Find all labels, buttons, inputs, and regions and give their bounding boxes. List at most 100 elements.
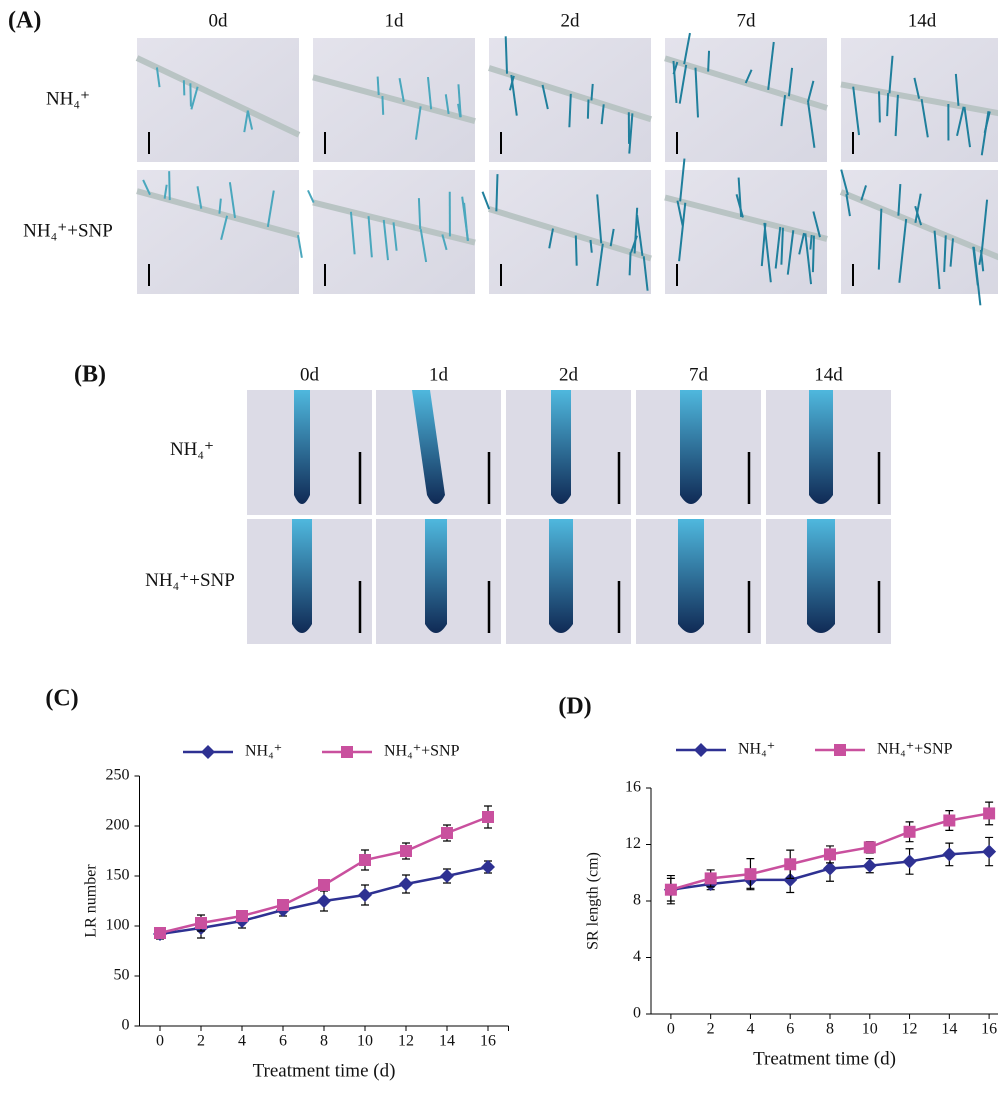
photo-bg <box>137 38 299 162</box>
root-hair <box>878 91 881 123</box>
root-tip <box>412 390 445 504</box>
photo <box>136 170 303 294</box>
marker <box>902 854 917 869</box>
root-hair <box>628 113 634 154</box>
marker <box>440 869 454 883</box>
root-hair <box>678 64 688 104</box>
y-tick-label: 200 <box>106 817 130 834</box>
panel-label: (A) <box>8 8 41 34</box>
root-hair <box>419 228 428 263</box>
root-tip <box>292 519 312 633</box>
photo <box>135 38 301 162</box>
root-hair <box>860 185 867 201</box>
photo <box>636 390 761 515</box>
series <box>154 805 494 939</box>
root-hair <box>763 222 772 283</box>
root <box>488 206 652 262</box>
root-hair <box>586 99 590 119</box>
marker <box>277 899 289 911</box>
root-hair <box>767 41 775 91</box>
root-hair <box>382 219 389 261</box>
marker <box>862 858 877 873</box>
x-tick-label: 4 <box>238 1033 246 1050</box>
marker <box>784 858 797 871</box>
root-tip <box>294 390 310 504</box>
root-hair <box>196 186 203 209</box>
root-hair <box>142 179 151 196</box>
root-hair <box>457 103 462 118</box>
root-hair <box>548 228 554 249</box>
root-hair <box>980 199 989 251</box>
marker <box>399 877 413 891</box>
photo <box>664 32 828 162</box>
y-tick-label: 150 <box>106 867 130 884</box>
x-tick-label: 0 <box>667 1021 675 1038</box>
photo <box>840 38 998 162</box>
photo <box>488 36 652 162</box>
row-label: NH₄⁺ <box>170 439 214 460</box>
marker <box>704 872 717 885</box>
root-hair <box>398 77 405 103</box>
photo-bg <box>841 170 998 294</box>
root-hair <box>642 256 649 291</box>
root-hair <box>956 106 965 137</box>
photo <box>766 519 891 644</box>
root-hair <box>811 235 815 273</box>
root-hair <box>574 235 578 266</box>
x-tick-label: 12 <box>902 1021 918 1038</box>
legend-label: NH₄⁺ <box>738 741 775 758</box>
marker <box>863 841 876 854</box>
root-hair <box>678 202 687 262</box>
root-hair <box>954 73 960 106</box>
root-hair <box>155 67 161 88</box>
root-hair <box>218 198 222 214</box>
marker <box>982 844 997 859</box>
y-axis-label: SR length (cm) <box>585 852 602 950</box>
marker <box>318 879 330 891</box>
root-hair <box>568 93 572 128</box>
root-hair <box>963 106 972 148</box>
root-hair <box>774 226 782 269</box>
root-tip <box>678 519 704 633</box>
marker <box>358 888 372 902</box>
legend-label: NH₄⁺ <box>245 743 282 760</box>
marker <box>983 807 996 820</box>
root-hair <box>672 60 678 103</box>
root-hair <box>367 216 373 258</box>
root-hair <box>787 67 794 97</box>
root-hair <box>812 211 821 238</box>
marker <box>400 845 412 857</box>
marker <box>441 827 453 839</box>
marker <box>317 894 331 908</box>
x-tick-label: 10 <box>862 1021 878 1038</box>
root-hair <box>806 80 815 103</box>
root-hair <box>163 184 168 199</box>
root-hair <box>694 67 699 118</box>
root-hair <box>392 222 398 251</box>
column-label: 2d <box>559 364 579 385</box>
panel-label: (C) <box>45 686 78 712</box>
x-axis-label: Treatment time (d) <box>753 1048 896 1069</box>
root-hair <box>809 234 813 250</box>
root-hair <box>168 171 171 201</box>
root-hair <box>683 32 691 65</box>
column-label: 14d <box>908 10 937 31</box>
root-hair <box>481 191 491 210</box>
root-hair <box>914 193 922 223</box>
root-hair <box>381 96 385 115</box>
photo <box>481 170 652 294</box>
legend-marker <box>341 746 353 758</box>
marker <box>744 868 757 881</box>
x-tick-label: 16 <box>480 1033 496 1050</box>
root-hair <box>630 235 638 253</box>
root <box>488 65 652 123</box>
x-tick-label: 14 <box>439 1033 455 1050</box>
root-hair <box>504 36 508 74</box>
series-line <box>159 815 489 935</box>
marker <box>942 847 957 862</box>
photo <box>839 169 998 306</box>
column-label: 2d <box>561 10 581 31</box>
row-label: NH₄⁺ <box>46 88 90 109</box>
photo <box>307 170 476 294</box>
series <box>664 801 996 905</box>
